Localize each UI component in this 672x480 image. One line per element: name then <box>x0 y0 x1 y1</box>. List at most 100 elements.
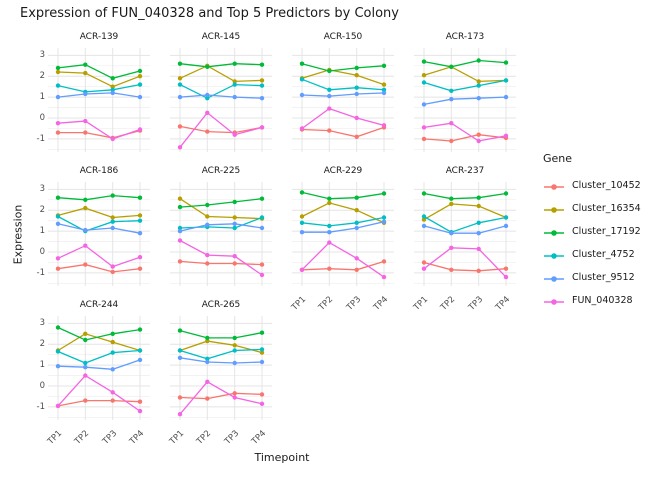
data-point-Cluster_10452 <box>205 261 210 266</box>
series-line-Cluster_17192 <box>179 63 263 68</box>
series-line-Cluster_16354 <box>179 65 263 83</box>
data-point-Cluster_9512 <box>55 221 61 226</box>
x-tick-label: TP2 <box>316 294 336 313</box>
data-point-Cluster_9512 <box>259 359 265 365</box>
data-point-Cluster_9512 <box>205 359 210 365</box>
data-point-Cluster_4752 <box>354 220 359 225</box>
legend-title: Gene <box>543 152 573 165</box>
series-line-Cluster_4752 <box>423 215 507 233</box>
data-point-FUN_040328 <box>55 403 61 409</box>
data-point-Cluster_9512 <box>110 367 115 372</box>
y-tick-label: 1 <box>39 360 45 370</box>
x-tick-label: TP1 <box>289 294 309 313</box>
legend-key-icon <box>544 225 564 239</box>
data-point-FUN_040328 <box>83 373 88 378</box>
data-point-FUN_040328 <box>137 408 143 414</box>
data-point-Cluster_4752 <box>421 80 427 85</box>
data-point-Cluster_10452 <box>110 269 115 275</box>
data-point-Cluster_17192 <box>137 327 143 332</box>
legend-key-icon <box>544 294 564 308</box>
data-point-Cluster_16354 <box>449 201 454 207</box>
facet-panel-ACR-150 <box>292 48 394 152</box>
y-tick-label: 2 <box>39 339 45 349</box>
y-tick-label: 2 <box>39 205 45 215</box>
data-point-Cluster_9512 <box>83 227 88 233</box>
data-point-Cluster_17192 <box>205 64 210 69</box>
data-point-Cluster_9512 <box>449 231 454 236</box>
facet-plot-ACR-145 <box>170 48 272 152</box>
data-point-Cluster_9512 <box>476 231 481 236</box>
data-point-Cluster_9512 <box>110 90 115 96</box>
legend-key-glyph <box>544 276 564 282</box>
data-point-Cluster_4752 <box>205 356 210 361</box>
data-point-Cluster_4752 <box>476 220 481 225</box>
series-line-Cluster_17192 <box>57 194 141 201</box>
legend-items: Cluster_10452 Cluster_16354 Cluster_17192 C… <box>543 175 641 313</box>
data-point-Cluster_9512 <box>55 364 61 369</box>
data-point-Cluster_9512 <box>503 223 509 229</box>
data-point-Cluster_17192 <box>110 76 115 81</box>
data-point-Cluster_4752 <box>55 83 61 88</box>
data-point-Cluster_4752 <box>232 348 237 353</box>
data-point-Cluster_9512 <box>421 223 427 229</box>
data-point-Cluster_10452 <box>327 128 332 133</box>
data-point-Cluster_17192 <box>232 61 237 66</box>
y-tick-label: -1 <box>36 134 45 144</box>
data-point-Cluster_10452 <box>327 266 332 271</box>
data-point-Cluster_9512 <box>110 225 115 231</box>
data-point-Cluster_17192 <box>421 59 427 64</box>
data-point-Cluster_9512 <box>137 231 143 236</box>
data-point-Cluster_9512 <box>421 102 427 107</box>
data-point-Cluster_9512 <box>354 91 359 97</box>
data-point-Cluster_17192 <box>83 62 88 67</box>
data-point-FUN_040328 <box>205 252 210 258</box>
data-point-Cluster_9512 <box>381 219 387 224</box>
data-point-Cluster_17192 <box>354 195 359 200</box>
facet-panel-ACR-265 <box>170 316 272 420</box>
data-point-Cluster_10452 <box>83 130 88 135</box>
data-point-Cluster_17192 <box>259 330 265 335</box>
data-point-FUN_040328 <box>503 274 509 280</box>
legend-key-icon <box>544 248 564 262</box>
x-tick-label: TP2 <box>438 294 458 313</box>
facet-panel-ACR-173 <box>414 48 516 152</box>
data-point-Cluster_4752 <box>137 82 143 87</box>
data-point-Cluster_17192 <box>205 202 210 208</box>
data-point-Cluster_4752 <box>421 214 427 219</box>
data-point-FUN_040328 <box>354 115 359 121</box>
data-point-Cluster_9512 <box>137 94 143 100</box>
legend-label: Cluster_4752 <box>572 249 635 260</box>
facet-plot-ACR-265 <box>170 316 272 420</box>
data-point-Cluster_17192 <box>259 196 265 201</box>
data-point-Cluster_10452 <box>55 266 61 271</box>
series-line-Cluster_16354 <box>301 202 385 224</box>
data-point-Cluster_10452 <box>449 138 454 144</box>
data-point-Cluster_16354 <box>55 69 61 75</box>
y-axis-title: Expression <box>11 204 25 265</box>
data-point-Cluster_17192 <box>299 61 305 66</box>
data-point-Cluster_4752 <box>327 87 332 92</box>
data-point-Cluster_10452 <box>354 267 359 272</box>
legend-item-FUN_040328: FUN_040328 <box>543 290 633 313</box>
data-point-Cluster_10452 <box>110 398 115 403</box>
data-point-FUN_040328 <box>503 133 509 138</box>
data-point-Cluster_17192 <box>55 195 61 200</box>
data-point-Cluster_17192 <box>110 331 115 336</box>
data-point-Cluster_4752 <box>177 225 183 231</box>
data-point-FUN_040328 <box>177 412 183 417</box>
data-point-FUN_040328 <box>177 145 183 150</box>
x-tick-label: TP3 <box>466 294 486 313</box>
data-point-Cluster_4752 <box>110 350 115 355</box>
data-point-Cluster_16354 <box>232 79 237 84</box>
data-point-Cluster_9512 <box>232 221 237 226</box>
data-point-Cluster_10452 <box>232 261 237 266</box>
data-point-Cluster_9512 <box>476 96 481 101</box>
data-point-Cluster_17192 <box>83 337 88 343</box>
series-line-Cluster_16354 <box>179 198 263 220</box>
y-tick-label: 3 <box>39 184 45 194</box>
data-point-Cluster_17192 <box>205 335 210 341</box>
facet-panel-ACR-186 <box>48 182 150 286</box>
data-point-Cluster_17192 <box>232 199 237 205</box>
data-point-Cluster_17192 <box>421 191 427 196</box>
series-line-Cluster_16354 <box>179 340 263 354</box>
